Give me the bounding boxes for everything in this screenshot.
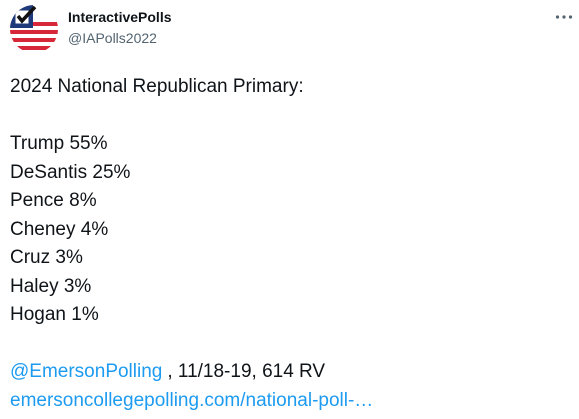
- source-line: @EmersonPolling, 11/18-19, 614 RV: [10, 358, 373, 387]
- tweet-body: 2024 National Republican Primary: Trump …: [10, 73, 373, 415]
- spacer: [10, 330, 373, 359]
- result-line: Hogan 1%: [10, 304, 99, 325]
- results-list: Trump 55% DeSantis 25% Pence 8% Cheney 4% Cr…: [10, 130, 373, 330]
- more-button[interactable]: [555, 14, 573, 20]
- author-handle[interactable]: @IAPolls2022: [68, 30, 157, 46]
- spacer: [10, 102, 373, 131]
- source-info: , 11/18-19, 614 RV: [167, 361, 326, 382]
- result-line: Cruz 3%: [10, 247, 83, 268]
- result-line: Haley 3%: [10, 275, 92, 297]
- result-line: DeSantis 25%: [10, 161, 131, 183]
- url-link[interactable]: emersoncollegepolling.com/national-poll-…: [10, 389, 374, 411]
- result-line: Cheney 4%: [10, 218, 109, 240]
- avatar[interactable]: [9, 4, 59, 54]
- author-name[interactable]: InteractivePolls: [68, 9, 172, 25]
- result-line: Pence 8%: [10, 190, 97, 211]
- mention-link[interactable]: @EmersonPolling: [10, 361, 163, 382]
- tweet-heading: 2024 National Republican Primary:: [10, 76, 304, 97]
- result-line: Trump 55%: [10, 133, 108, 154]
